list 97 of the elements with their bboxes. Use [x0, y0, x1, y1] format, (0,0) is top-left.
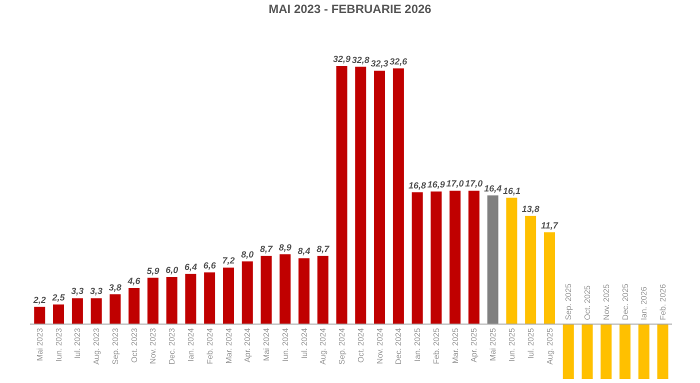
- data-label: 6,4: [184, 262, 197, 272]
- bar: [222, 268, 234, 324]
- bar: [450, 190, 461, 324]
- x-tick-label: Mar. 2024: [224, 328, 234, 364]
- data-label: 8,7: [260, 244, 274, 254]
- data-label: 32,6: [390, 56, 408, 66]
- bar: [280, 254, 291, 324]
- bar: [317, 256, 328, 324]
- x-tick-label: Nov. 2024: [375, 328, 384, 364]
- data-label: 3,3: [71, 286, 84, 296]
- data-label: 2,5: [51, 292, 66, 302]
- data-label: 17,0: [446, 178, 464, 189]
- bar: [336, 66, 348, 324]
- bar: [260, 256, 272, 324]
- x-tick-label: Dec. 2025: [620, 283, 630, 320]
- x-tick-label: Ian. 2025: [413, 328, 422, 362]
- bar: [72, 298, 83, 324]
- x-tick-label: Feb. 2025: [432, 328, 441, 364]
- bar: [468, 190, 480, 324]
- x-tick-label: Dec. 2023: [168, 328, 177, 365]
- x-tick-label: Iun. 2025: [508, 328, 516, 362]
- data-label: 8,7: [316, 244, 330, 254]
- chart-title: MAI 2023 - FEBRUARIE 2026: [268, 2, 432, 16]
- bar: [204, 272, 216, 324]
- x-tick-label: Iul. 2023: [73, 328, 82, 359]
- x-tick-label: Sep. 2024: [338, 328, 347, 365]
- bar: [638, 324, 650, 379]
- data-label: 17,0: [465, 178, 483, 189]
- x-tick-label: Aug. 2024: [318, 328, 328, 365]
- x-tick-label: Sep. 2023: [110, 328, 120, 365]
- bar: [525, 216, 536, 324]
- bar: [544, 232, 555, 324]
- data-label: 32,3: [370, 58, 388, 69]
- bar: [582, 324, 593, 379]
- data-label: 16,8: [408, 180, 426, 190]
- bar: [298, 258, 310, 324]
- bar: [34, 306, 46, 324]
- data-label: 3,8: [108, 282, 122, 292]
- bar: [562, 324, 574, 379]
- x-tick-label: Iun. 2024: [280, 328, 290, 362]
- bar: [657, 324, 668, 379]
- bar: [242, 261, 253, 324]
- bar: [53, 304, 64, 324]
- bar: [128, 288, 140, 324]
- data-label: 6,6: [203, 260, 217, 270]
- x-tick-label: Nov. 2025: [602, 284, 611, 320]
- x-tick-label: Aug. 2025: [545, 328, 554, 365]
- bar: [147, 278, 158, 324]
- x-tick-label: Nov. 2023: [148, 328, 158, 364]
- data-label: 3,3: [90, 286, 103, 296]
- bar: [166, 277, 178, 324]
- bar: [412, 192, 423, 324]
- data-label: 16,9: [427, 180, 445, 190]
- x-tick-label: Aug. 2023: [92, 328, 102, 365]
- x-tick-label: Apr. 2024: [243, 328, 252, 362]
- x-tick-label: Oct. 2023: [130, 328, 139, 363]
- data-label: 4,6: [126, 276, 142, 286]
- x-tick-label: Dec. 2024: [394, 328, 404, 365]
- data-label: 8,9: [278, 242, 292, 252]
- x-tick-label: Feb. 2026: [658, 284, 668, 320]
- data-label: 2,2: [32, 294, 46, 305]
- x-tick-label: Mar. 2025: [450, 328, 460, 364]
- bar: [355, 66, 366, 324]
- data-label: 11,7: [541, 220, 559, 230]
- x-tick-label: Iun. 2023: [54, 328, 64, 362]
- data-label: 6,0: [166, 265, 178, 276]
- bar: [620, 324, 631, 379]
- x-tick-label: Iul. 2025: [526, 328, 536, 359]
- x-tick-label: Ian. 2024: [186, 328, 196, 362]
- x-tick-label: Apr. 2025: [470, 328, 479, 362]
- x-tick-label: Feb. 2024: [205, 328, 214, 364]
- x-tick-label: Mai 2023: [35, 328, 44, 362]
- bar: [110, 294, 121, 324]
- x-tick-label: Mai 2025: [488, 328, 498, 362]
- data-label: 7,2: [222, 256, 235, 266]
- x-tick-label: Ian. 2026: [640, 286, 649, 320]
- x-tick-label: Oct. 2025: [583, 284, 592, 320]
- bar: [506, 198, 518, 324]
- x-tick-label: Oct. 2024: [356, 328, 366, 363]
- x-tick-label: Mai 2024: [262, 328, 272, 362]
- data-label: 5,9: [146, 266, 160, 276]
- bar: [487, 195, 498, 324]
- bar: [90, 298, 102, 324]
- bar: [600, 324, 612, 379]
- bar: [374, 70, 386, 324]
- bar: [430, 192, 442, 324]
- x-tick-label: Sep. 2025: [564, 283, 574, 320]
- bar: [185, 274, 196, 324]
- bar: [392, 68, 404, 324]
- data-label: 16,4: [484, 183, 502, 194]
- data-label: 16,1: [502, 186, 520, 196]
- x-tick-label: Iul. 2024: [300, 328, 309, 359]
- data-label: 32,8: [352, 54, 370, 65]
- data-label: 8,0: [241, 249, 254, 260]
- data-label: 8,4: [298, 246, 310, 256]
- data-label: 32,9: [333, 54, 351, 64]
- data-label: 13,8: [522, 204, 540, 214]
